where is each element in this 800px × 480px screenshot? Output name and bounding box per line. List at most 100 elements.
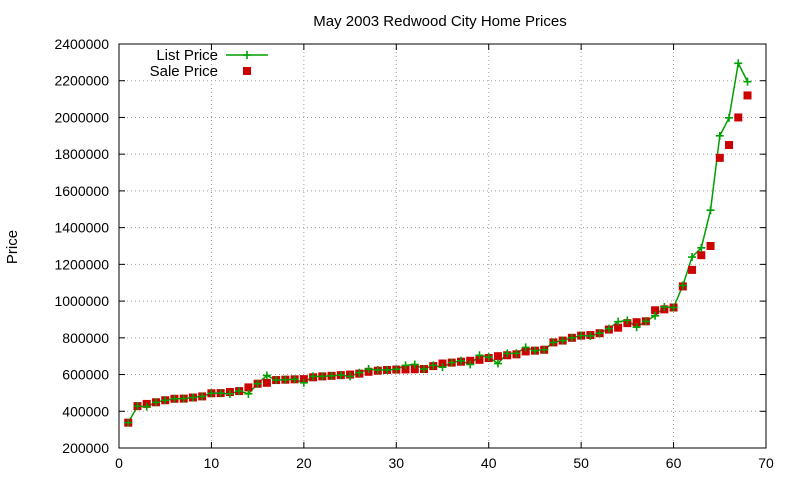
list-price-point xyxy=(604,324,613,333)
sale-price-point xyxy=(521,347,530,356)
list-price-point xyxy=(530,346,539,355)
list-price-point xyxy=(235,387,244,396)
legend-label-list-price: List Price xyxy=(156,47,218,64)
sale-price-point xyxy=(715,153,724,162)
list-price-point xyxy=(420,365,429,374)
y-tick-label: 400000 xyxy=(62,403,109,419)
sale-price-point xyxy=(632,318,641,327)
y-tick-label: 1400000 xyxy=(54,220,109,236)
list-price-point xyxy=(401,361,410,370)
list-price-point xyxy=(688,253,697,262)
list-price-point xyxy=(549,338,558,347)
list-price-point xyxy=(151,398,160,407)
list-price-point xyxy=(170,394,179,403)
y-tick-label: 1200000 xyxy=(54,256,109,272)
sale-price-point xyxy=(706,242,715,250)
sale-price-point xyxy=(651,306,660,315)
list-price-point xyxy=(512,349,521,358)
sale-price-point xyxy=(688,265,697,274)
list-price-point xyxy=(198,392,207,401)
list-price-point xyxy=(133,402,142,411)
list-price-point xyxy=(466,360,475,369)
list-price-point xyxy=(188,393,197,402)
x-tick-label: 50 xyxy=(573,455,589,471)
list-price-line xyxy=(127,60,749,424)
sale-price-point xyxy=(493,352,502,361)
list-price-point xyxy=(614,317,623,326)
y-tick-label: 200000 xyxy=(62,440,109,456)
x-tick-label: 10 xyxy=(204,455,220,471)
plot-frame xyxy=(118,43,767,449)
sale-price-point xyxy=(697,251,706,260)
list-price-point xyxy=(290,375,299,384)
y-tick-label: 600000 xyxy=(62,367,109,383)
y-tick-label: 800000 xyxy=(62,330,109,346)
sale-price-point xyxy=(410,365,419,374)
list-price-point xyxy=(503,349,512,358)
list-price-point xyxy=(475,351,484,360)
y-tick-label: 2000000 xyxy=(54,109,109,125)
list-price-point xyxy=(715,131,724,140)
list-price-point xyxy=(623,316,632,325)
tick-labels: 0 10 20 30 40 50 60 70 200000 400000 600000 800000 1… xyxy=(54,36,774,471)
x-tick-label: 20 xyxy=(296,455,312,471)
list-price-point xyxy=(586,331,595,340)
list-price-point xyxy=(364,365,373,374)
sale-price-point xyxy=(244,383,253,392)
y-tick-label: 2400000 xyxy=(54,36,109,52)
chart-title: May 2003 Redwood City Home Prices xyxy=(313,13,566,30)
x-tick-label: 30 xyxy=(388,455,404,471)
list-price-point xyxy=(327,371,336,380)
sale-price-point xyxy=(401,365,410,374)
list-price-point xyxy=(567,333,576,342)
list-price-point xyxy=(410,360,419,369)
list-price-point xyxy=(355,368,364,377)
list-price-point xyxy=(438,363,447,372)
list-price-point xyxy=(651,311,660,320)
list-price-point xyxy=(743,77,752,86)
list-price-point xyxy=(225,389,234,398)
list-price-point xyxy=(336,371,345,380)
sale-price-point xyxy=(734,113,743,122)
y-tick-label: 2200000 xyxy=(54,73,109,89)
list-price-point xyxy=(281,375,290,384)
list-price-point xyxy=(142,402,151,411)
y-axis-label: Price xyxy=(4,230,21,264)
y-tick-label: 1000000 xyxy=(54,293,109,309)
list-price-point xyxy=(577,331,586,340)
x-tick-label: 70 xyxy=(758,455,774,471)
list-price-point xyxy=(447,358,456,367)
legend-swatch-sale-marker xyxy=(243,67,251,75)
list-price-point xyxy=(595,329,604,338)
y-tick-label: 1600000 xyxy=(54,183,109,199)
list-price-point xyxy=(540,345,549,354)
list-price-point xyxy=(318,372,327,381)
list-price-point xyxy=(558,336,567,345)
list-price-point xyxy=(244,389,253,398)
x-tick-label: 40 xyxy=(481,455,497,471)
list-price-point xyxy=(697,243,706,252)
list-price-point xyxy=(669,303,678,312)
list-price-point xyxy=(373,365,382,374)
list-price-point xyxy=(262,371,271,380)
axes xyxy=(118,43,767,449)
legend-label-sale-price: Sale Price xyxy=(150,63,218,80)
x-tick-label: 0 xyxy=(115,455,123,471)
list-price-point xyxy=(253,379,262,388)
list-price-point xyxy=(124,418,133,427)
list-price-point xyxy=(207,389,216,398)
x-tick-label: 60 xyxy=(666,455,682,471)
sale-price-point xyxy=(614,323,623,332)
list-price-point xyxy=(632,323,641,332)
list-price-point xyxy=(734,59,743,68)
list-price-point xyxy=(272,376,281,385)
list-price-point xyxy=(346,372,355,381)
list-price-point xyxy=(299,378,308,387)
sale-price-point xyxy=(725,141,734,149)
y-tick-label: 1800000 xyxy=(54,146,109,162)
list-price-point xyxy=(493,359,502,368)
sale-price-point xyxy=(743,91,752,100)
legend-swatch-list-marker xyxy=(243,51,251,59)
